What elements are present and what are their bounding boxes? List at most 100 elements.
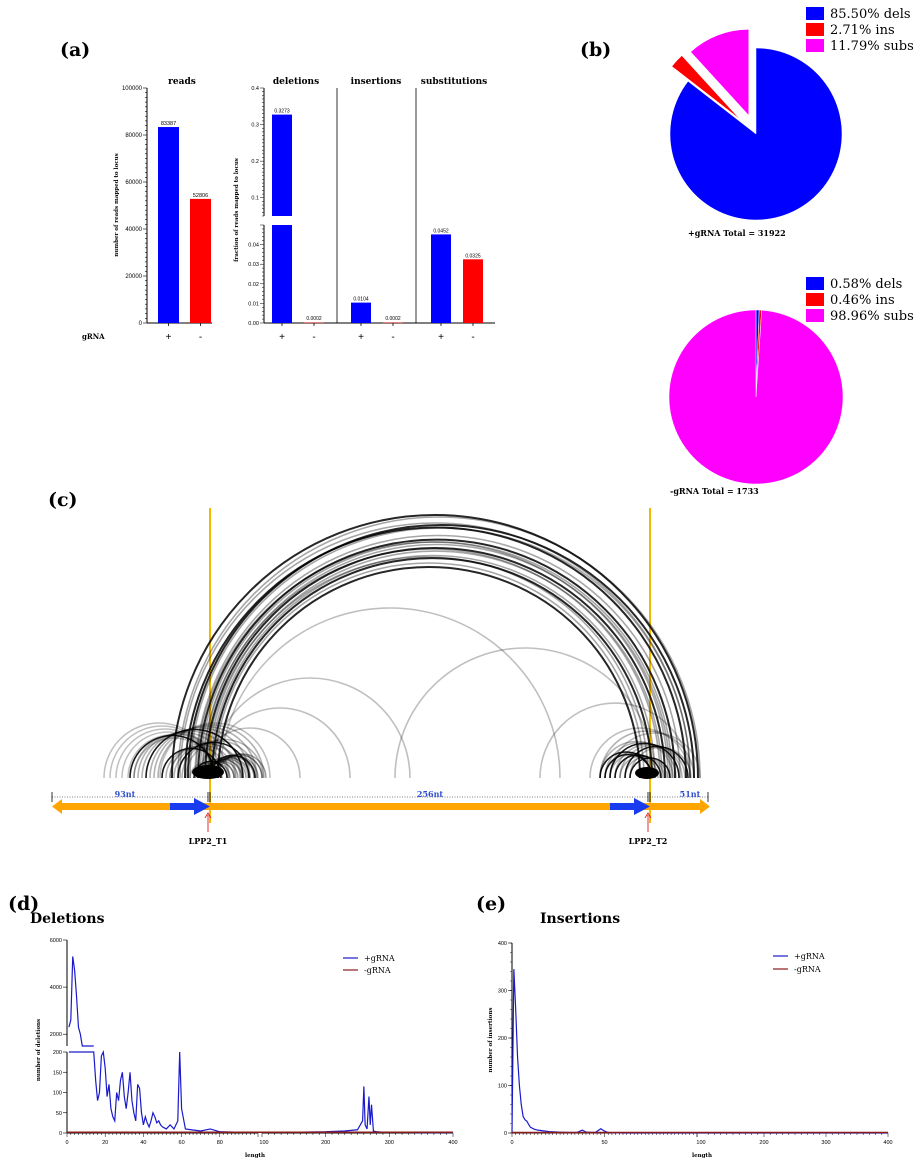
span-arc [217,566,641,779]
frac-data-label: 0.0104 [353,297,369,303]
reads-ytick-label: 60000 [125,180,142,186]
pie-slice [671,55,741,120]
reads-ytick-label: 40000 [125,227,142,233]
span-arc [195,541,669,779]
insertions-length-chart: 0 50 100 200 300 400 0 100 200 300 400 +gRNA -gRNA [498,941,893,1146]
fractions-ylabel: fraction of reads mapped to locus [234,158,240,262]
frac-data-label: 0.0002 [385,316,401,322]
cluster-arc-1 [153,725,258,779]
outer-arc-1 [127,734,215,779]
frac-ytick-label: 0.2 [251,159,259,165]
locus-start-cap [52,799,62,814]
cluster-arc-2 [599,740,674,779]
legend-label: 85.50% dels [830,7,911,22]
frac-data-label: 0.0325 [465,253,481,259]
ins-ytick-label: 400 [498,941,507,947]
substitutions-title: substitutions [421,77,487,87]
del-ytick-label: 6000 [50,938,62,944]
span-arc [197,538,676,779]
frac-ytick-label: 0.4 [251,86,259,92]
reads-ylabel: number of reads mapped to locus [114,153,120,256]
pie-minus-caption: -gRNA Total = 1733 [670,486,759,496]
cut-site-core-1 [192,765,224,779]
del-ytick-label: 4000 [50,985,62,991]
del-xtick-label: 0 [65,1140,68,1146]
span-arc [184,526,687,779]
ins-ytick-label: 300 [498,989,507,995]
span-arc [207,550,663,779]
local-arc [209,677,411,779]
span-arc [177,516,701,779]
panel-c-label: (c) [48,489,78,511]
local-arc [209,707,351,779]
deletions-length-chart: 0 20 40 60 80 100 200 300 4000501001502002000400… [50,938,458,1146]
target2-pointer-head [644,812,652,819]
del-ytick-label: 50 [56,1111,62,1117]
local-arc [589,727,691,779]
cluster-arc-2 [614,754,662,779]
del-legend-label: +gRNA [364,954,395,963]
ins-ytick-label: 100 [498,1084,507,1090]
frac-xtick-label: - [391,332,394,343]
span-arc [171,514,699,779]
target1-label: LPP2_T1 [189,836,228,846]
frac-bar-upper [272,114,292,216]
frac-bar [463,259,483,323]
frac-bar [351,302,371,323]
pie-plus-caption: +gRNA Total = 31922 [688,228,786,238]
panel-e-label: (e) [476,893,506,915]
del-ytick-label: 0 [59,1131,62,1137]
span-arc [187,524,695,779]
legend-label: 0.46% ins [830,293,895,308]
target2-arrow [610,798,650,815]
pie-slice [690,29,750,116]
frac-bar-lower [272,225,292,323]
span-arc [201,548,661,779]
cluster-arc-2 [629,757,671,779]
legend-swatch [806,309,824,322]
deletions-title-d: Deletions [30,911,105,927]
legend-swatch [806,39,824,52]
span-arc [189,527,691,779]
frac-ytick-label: 0.3 [251,123,259,129]
del-ytick-label: 2000 [50,1032,62,1038]
del-xtick-label: 300 [385,1140,394,1146]
insertions-ylabel-e: number of insertions [488,1008,494,1073]
cluster-arc-1 [173,743,243,779]
frac-ytick-label: 0.04 [248,243,259,249]
del-xtick-label: 400 [448,1140,457,1146]
outer-arc-1 [115,728,215,779]
insertions-xlabel-e: length [692,1153,712,1159]
frac-xtick-label: + [358,332,364,343]
reads-title: reads [168,77,196,87]
cluster-arc-2 [604,741,677,779]
ins-ytick-label: 200 [498,1036,507,1042]
cluster-arc-2 [619,755,665,779]
frac-data-label: 0.0452 [433,228,449,234]
local-arc [539,702,691,779]
target2-label: LPP2_T2 [629,836,668,846]
span-arc [209,554,656,779]
local-arc [394,647,656,779]
reads-ytick-label: 80000 [125,133,142,139]
del-series-line-high [68,956,94,1047]
cluster-arc-1 [133,733,223,779]
legend-swatch [806,293,824,306]
frac-xtick-label: - [471,332,474,343]
local-arc [159,722,271,779]
cluster-arc-2 [624,745,689,779]
frac-ytick-label: 0.00 [248,321,259,327]
reads-ytick-label: 0 [139,321,143,327]
frac-data-label: 0.0002 [306,316,322,322]
ins-xtick-label: 400 [883,1140,892,1146]
deletions-ylabel-d: number of deletions [36,1019,42,1081]
deletions-title: deletions [273,77,319,87]
cluster-arc-1 [149,727,251,779]
ins-ytick-label: 0 [504,1131,507,1137]
label-256nt: 256nt [417,789,444,799]
span-arc [202,543,671,779]
cluster-arc-2 [629,746,692,779]
span-arc [179,522,691,779]
cluster-arc-1 [157,724,265,779]
